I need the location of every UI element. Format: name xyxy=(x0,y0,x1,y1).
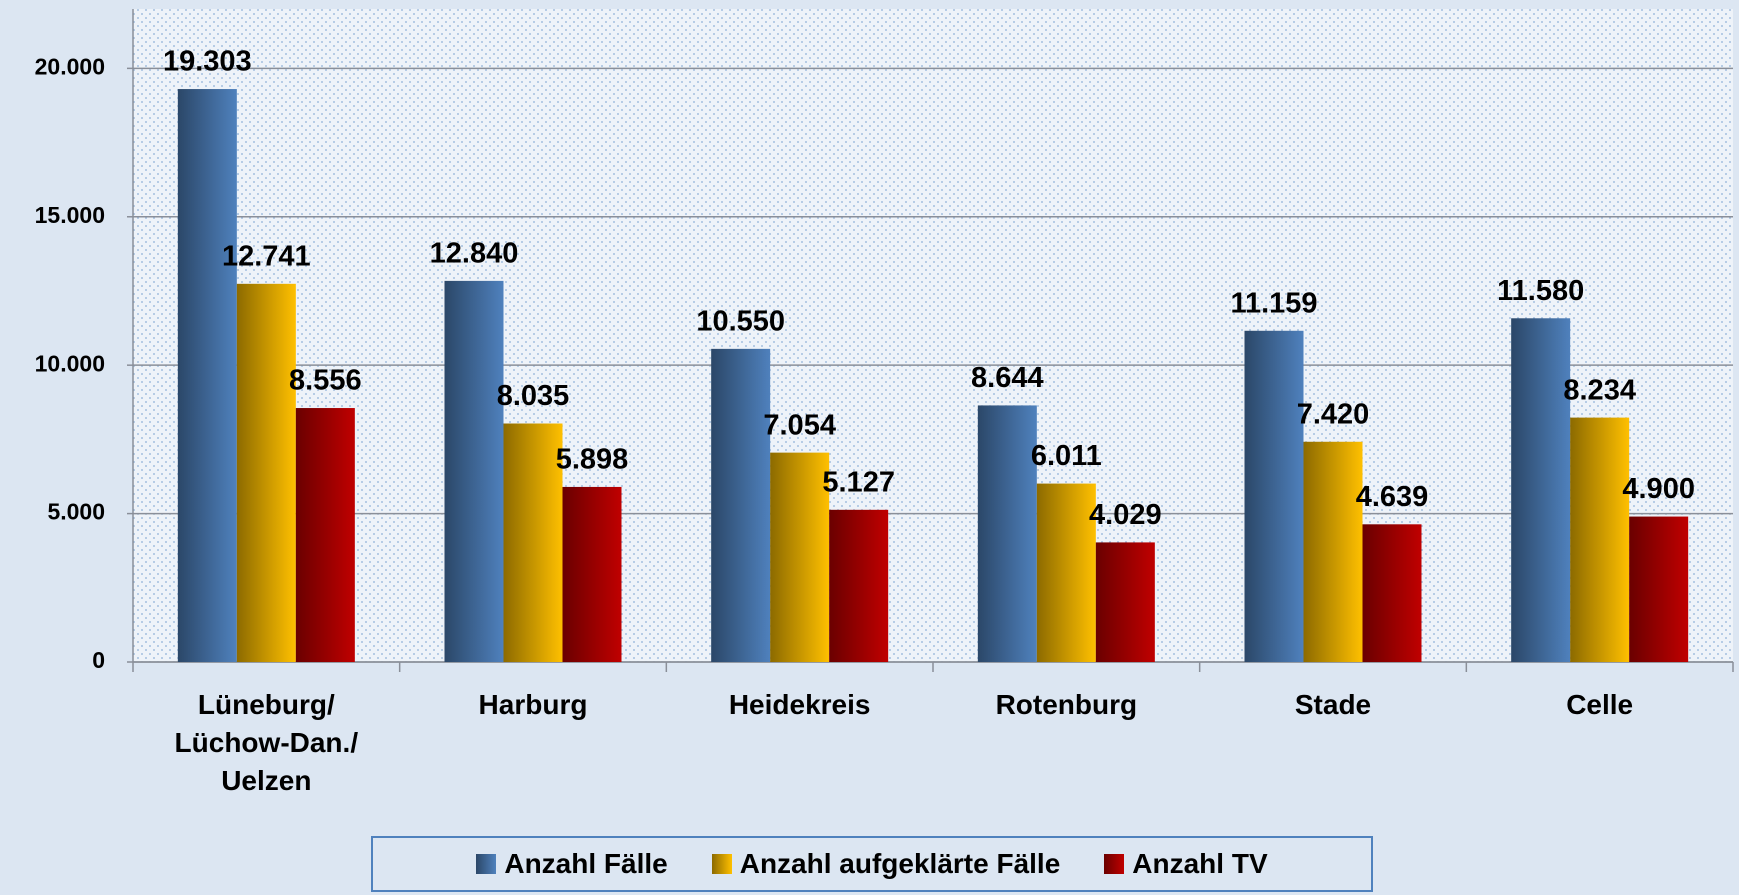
bar xyxy=(829,509,889,662)
bar xyxy=(503,423,563,662)
legend-label: Anzahl Fälle xyxy=(504,848,668,879)
data-label: 6.011 xyxy=(1031,440,1102,472)
data-label: 11.159 xyxy=(1230,287,1317,319)
x-tick-label: Lüneburg/ Lüchow-Dan./ Uelzen xyxy=(174,689,359,796)
data-label: 12.840 xyxy=(430,238,519,270)
data-label: 12.741 xyxy=(222,240,311,272)
data-label: 7.054 xyxy=(763,409,836,441)
plot-area xyxy=(133,9,1733,662)
data-label: 19.303 xyxy=(163,46,252,78)
bar xyxy=(1511,318,1571,662)
y-tick-label: 5.000 xyxy=(47,499,105,525)
bar xyxy=(1570,417,1630,662)
data-label: 8.644 xyxy=(971,362,1044,394)
bar xyxy=(711,348,771,662)
legend-swatch xyxy=(476,854,497,874)
bar xyxy=(444,280,504,662)
legend-swatch xyxy=(711,854,732,874)
bar xyxy=(1244,330,1304,662)
data-label: 4.900 xyxy=(1622,473,1695,505)
legend-label: Anzahl TV xyxy=(1132,848,1268,879)
legend-item: Anzahl TV xyxy=(1104,848,1268,880)
bar xyxy=(1036,483,1096,662)
data-label: 4.029 xyxy=(1089,499,1162,531)
bar xyxy=(562,486,622,662)
data-label: 8.035 xyxy=(497,380,570,412)
y-tick-label: 10.000 xyxy=(35,350,105,376)
data-label: 5.127 xyxy=(822,466,895,498)
data-label: 11.580 xyxy=(1497,275,1584,307)
bar xyxy=(977,405,1037,662)
x-tick-label: Harburg xyxy=(478,689,588,720)
data-label: 7.420 xyxy=(1297,398,1370,430)
legend-swatch xyxy=(1104,854,1125,874)
data-label: 8.234 xyxy=(1563,374,1636,406)
legend-item: Anzahl aufgeklärte Fälle xyxy=(711,848,1061,880)
y-tick-label: 0 xyxy=(92,647,105,673)
x-tick-label: Celle xyxy=(1566,689,1634,720)
legend: Anzahl Fälle Anzahl aufgeklärte Fälle Anza… xyxy=(371,836,1373,892)
x-tick-label: Rotenburg xyxy=(995,689,1138,720)
data-label: 5.898 xyxy=(556,444,629,476)
data-label: 4.639 xyxy=(1356,481,1429,513)
bar xyxy=(295,408,355,662)
bar xyxy=(177,89,237,662)
bar xyxy=(1303,441,1363,662)
legend-item: Anzahl Fälle xyxy=(476,848,668,880)
bar xyxy=(770,452,830,662)
x-tick-label: Stade xyxy=(1294,689,1372,720)
bar xyxy=(236,283,296,662)
y-tick-label: 20.000 xyxy=(35,53,105,79)
bar xyxy=(1362,524,1422,662)
legend-label: Anzahl aufgeklärte Fälle xyxy=(739,848,1061,879)
data-label: 8.556 xyxy=(289,365,362,397)
y-tick-label: 15.000 xyxy=(35,202,105,228)
bar xyxy=(1629,516,1689,662)
x-tick-label: Heidekreis xyxy=(728,689,871,720)
bar xyxy=(1095,542,1155,662)
data-label: 10.550 xyxy=(696,306,785,338)
